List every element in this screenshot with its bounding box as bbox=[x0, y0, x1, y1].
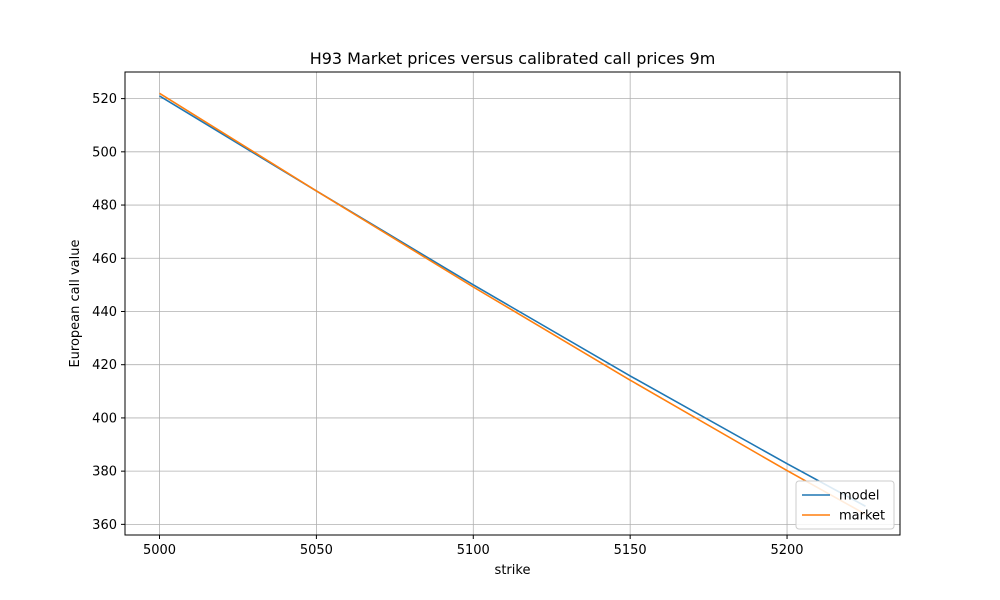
x-tick-label: 5000 bbox=[143, 543, 176, 558]
y-tick-label: 360 bbox=[92, 518, 117, 533]
series-line-model bbox=[159, 95, 866, 507]
series-line-market bbox=[159, 92, 866, 515]
grid bbox=[125, 72, 900, 535]
x-tick-label: 5100 bbox=[457, 543, 490, 558]
legend-label-model: model bbox=[839, 489, 879, 504]
chart-title: H93 Market prices versus calibrated call… bbox=[310, 49, 716, 68]
y-tick-label: 400 bbox=[92, 411, 117, 426]
x-axis-title: strike bbox=[495, 563, 531, 578]
y-tick-label: 380 bbox=[92, 465, 117, 480]
y-axis-ticks: 360 380 400 420 440 460 480 500 520 bbox=[92, 92, 125, 533]
plot-frame bbox=[124, 71, 901, 536]
legend: model market bbox=[795, 480, 895, 530]
x-axis-ticks: 5000 5050 5100 5150 5200 bbox=[143, 535, 804, 558]
y-tick-label: 480 bbox=[92, 199, 117, 214]
x-tick-label: 5150 bbox=[614, 543, 647, 558]
y-tick-label: 440 bbox=[92, 305, 117, 320]
y-axis-title: European call value bbox=[68, 239, 83, 367]
y-tick-label: 500 bbox=[92, 145, 117, 160]
legend-box bbox=[795, 480, 895, 530]
y-tick-label: 460 bbox=[92, 252, 117, 267]
series-lines bbox=[159, 92, 866, 515]
y-tick-label: 520 bbox=[92, 92, 117, 107]
x-tick-label: 5200 bbox=[770, 543, 803, 558]
y-tick-label: 420 bbox=[92, 358, 117, 373]
legend-label-market: market bbox=[839, 509, 885, 524]
x-tick-label: 5050 bbox=[300, 543, 333, 558]
